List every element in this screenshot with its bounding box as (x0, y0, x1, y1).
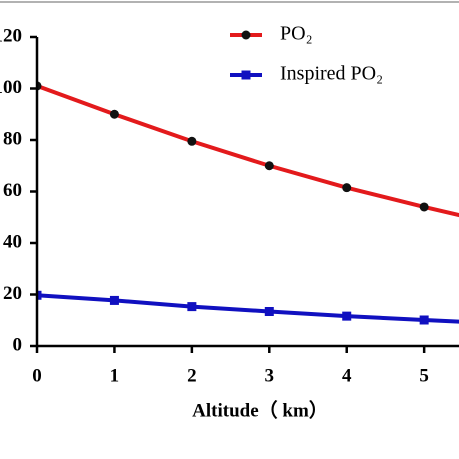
legend-marker (241, 70, 251, 80)
series-line (37, 84, 459, 218)
data-point (264, 306, 274, 316)
legend-text: PO₂ (280, 23, 313, 45)
x-tick-label: 4 (342, 365, 352, 386)
data-point (109, 295, 119, 305)
x-axis-label: Altitude（ km） (192, 398, 328, 421)
plot-area (37, 81, 459, 325)
data-point (37, 290, 42, 300)
y-tick-label: 0 (13, 334, 23, 355)
data-point (419, 315, 429, 325)
x-tick-label: 2 (187, 365, 197, 386)
legend-text: Inspired PO₂ (280, 63, 383, 85)
y-tick-label: 20 (3, 283, 22, 304)
data-point (419, 202, 429, 212)
y-tick-label: 60 (3, 180, 22, 201)
series-line (37, 293, 459, 324)
legend-marker (241, 30, 251, 40)
y-tick-label: 120 (0, 25, 22, 46)
data-point (187, 302, 197, 312)
x-tick-label: 5 (419, 365, 429, 386)
x-tick-label: 1 (110, 365, 120, 386)
data-point (342, 183, 352, 193)
data-point (187, 136, 197, 146)
x-tick-label: 3 (265, 365, 275, 386)
y-tick-label: 80 (3, 128, 22, 149)
y-tick-label: 40 (3, 231, 22, 252)
y-tick-label: 100 (0, 77, 22, 98)
data-point (342, 311, 352, 321)
x-tick-label: 0 (32, 365, 42, 386)
data-point (109, 109, 119, 119)
data-point (264, 161, 274, 171)
